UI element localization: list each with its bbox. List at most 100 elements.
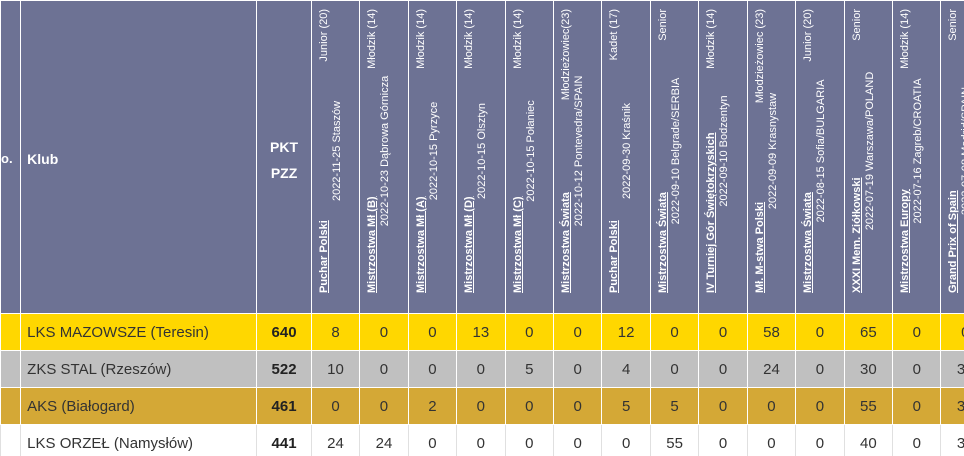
event-name-link[interactable]: Mistrzostwa Mł (A) [414, 196, 427, 293]
event-score-cell: 5 [649, 387, 700, 425]
event-score-cell: 0 [456, 387, 506, 425]
event-date-place: 2022-09-30 Kraśnik [621, 103, 634, 200]
column-header-event[interactable]: Mistrzostwa Mł (D) Młodzik (14) 2022-10-15… [456, 0, 506, 314]
event-name-link[interactable]: Mistrzostwa Świata [559, 192, 572, 293]
event-header-content: Mistrzostwa Świata Młodzieżowiec(23) 2022-… [554, 1, 602, 313]
event-score-cell: 0 [940, 313, 964, 351]
column-header-event[interactable]: Mł. M-stwa Polski Młodzieżowiec (23) 2022-… [746, 0, 797, 314]
event-header-content: Puchar Polski Junior (20) 2022-11-25 Stasz… [312, 1, 360, 313]
event-name-link[interactable]: XXXI Mem. Ziółkowski [850, 177, 863, 293]
event-date-place: 2022-07-08 Madrid/SPAIN [960, 86, 964, 216]
event-category: Junior (20) [317, 9, 330, 62]
event-category: Młodzik (14) [511, 9, 524, 69]
column-header-event[interactable]: Mistrzostwa Mł (B) Młodzik (14) 2022-10-23… [359, 0, 409, 314]
position-cell [0, 313, 22, 351]
event-date-place: 2022-10-15 Pyrzyce [427, 101, 440, 201]
event-header-content: Mistrzostwa Mł (D) Młodzik (14) 2022-10-15… [457, 1, 505, 313]
table-row[interactable]: LKS MAZOWSZE (Teresin) 640 8 0 0 13 0 0 12 0 0 58 0 6… [0, 313, 964, 351]
column-header-event[interactable]: Mistrzostwa Europy Młodzik (14) 2022-07-16… [892, 0, 942, 314]
event-score-cell: 0 [504, 424, 554, 456]
event-date-place: 2022-09-10 Belgrade/SERBIA [669, 77, 682, 225]
event-score-cell: 0 [698, 424, 748, 456]
event-score-cell: 24 [359, 424, 409, 456]
column-header-event[interactable]: IV Turniej Gór Świętokrzyskich Młodzik (1… [698, 0, 748, 314]
table-row[interactable]: LKS ORZEŁ (Namysłów) 441 24 24 0 0 0 0 0 55 0 0 0 40 0… [0, 424, 964, 456]
event-date-place: 2022-07-19 Warszawa/POLAND [863, 71, 876, 231]
event-score-cell: 0 [892, 424, 942, 456]
total-points-cell: 441 [256, 424, 312, 456]
column-header-points[interactable]: PKT PZZ [256, 0, 312, 314]
event-score-cell: 30 [843, 350, 894, 388]
event-name-link[interactable]: Mł. M-stwa Polski [753, 201, 766, 293]
event-header-content: Mistrzostwa Świata Senior 2022-09-10 Belgr… [651, 1, 699, 313]
event-score-cell: 30 [940, 350, 964, 388]
event-score-cell: 0 [456, 424, 506, 456]
event-name-link[interactable]: Mistrzostwa Świata [802, 192, 815, 293]
position-cell [0, 424, 22, 456]
column-header-position[interactable]: o. [0, 0, 22, 314]
event-score-cell: 0 [892, 313, 942, 351]
event-score-cell: 4 [601, 350, 651, 388]
event-score-cell: 0 [649, 350, 700, 388]
event-score-cell: 55 [843, 387, 894, 425]
table-row[interactable]: AKS (Białogard)4610020005500055035 [0, 387, 964, 425]
event-date-place: 2022-10-23 Dąbrowa Górnicza [379, 75, 392, 227]
table-row[interactable]: ZKS STAL (Rzeszów)522100005040024030030 [0, 350, 964, 388]
event-name-link[interactable]: Puchar Polski [608, 220, 621, 293]
event-score-cell: 10 [310, 350, 361, 388]
event-score-cell: 0 [407, 350, 458, 388]
event-name-link[interactable]: IV Turniej Gór Świętokrzyskich [705, 132, 718, 293]
event-header-content: Mistrzostwa Świata Junior (20) 2022-08-15 … [796, 1, 844, 313]
event-name-link[interactable]: Puchar Polski [317, 220, 330, 293]
event-name-link[interactable]: Mistrzostwa Świata [656, 192, 669, 293]
club-name-cell: AKS (Białogard) [20, 387, 258, 425]
column-header-event[interactable]: Mistrzostwa Mł (C) Młodzik (14) 2022-10-15… [504, 0, 554, 314]
event-name-link[interactable]: Mistrzostwa Europy [899, 189, 912, 293]
event-name-link[interactable]: Mistrzostwa Mł (C) [511, 196, 524, 293]
column-header-event[interactable]: Mistrzostwa Mł (A) Młodzik (14) 2022-10-15… [407, 0, 458, 314]
event-score-cell: 0 [359, 387, 409, 425]
event-date-place: 2022-11-25 Staszów [330, 100, 343, 202]
club-name-cell: ZKS STAL (Rzeszów) [20, 350, 258, 388]
event-score-cell: 0 [649, 313, 700, 351]
points-header-line2: PZZ [270, 165, 298, 181]
event-date-place: 2022-09-10 Bodzentyn [718, 95, 731, 207]
column-header-event[interactable]: Grand Prix of Spain Senior 2022-07-08 Madr… [940, 0, 964, 314]
event-score-cell: 0 [746, 387, 797, 425]
event-name-link[interactable]: Grand Prix of Spain [947, 190, 960, 293]
event-score-cell: 0 [310, 387, 361, 425]
event-score-cell: 0 [504, 387, 554, 425]
column-header-event[interactable]: Mistrzostwa Świata Młodzieżowiec(23) 2022-… [552, 0, 603, 314]
event-category: Junior (20) [802, 9, 815, 62]
column-header-event[interactable]: Mistrzostwa Świata Junior (20) 2022-08-15 … [795, 0, 845, 314]
event-score-cell: 0 [552, 313, 603, 351]
event-score-cell: 5 [601, 387, 651, 425]
column-header-event[interactable]: Mistrzostwa Świata Senior 2022-09-10 Belgr… [649, 0, 700, 314]
event-score-cell: 0 [795, 350, 845, 388]
event-category: Młodzik (14) [463, 9, 476, 69]
event-header-content: IV Turniej Gór Świętokrzyskich Młodzik (1… [699, 1, 747, 313]
event-name-link[interactable]: Mistrzostwa Mł (D) [463, 196, 476, 293]
event-date-place: 2022-08-15 Sofia/BULGARIA [815, 79, 828, 223]
event-score-cell: 55 [649, 424, 700, 456]
position-cell [0, 387, 22, 425]
column-header-event[interactable]: Puchar Polski Junior (20) 2022-11-25 Stasz… [310, 0, 361, 314]
total-points-cell: 461 [256, 387, 312, 425]
column-header-event[interactable]: Puchar Polski Kadet (17) 2022-09-30 Kraśni… [601, 0, 651, 314]
event-header-content: Mł. M-stwa Polski Młodzieżowiec (23) 2022-… [748, 1, 796, 313]
event-score-cell: 0 [407, 313, 458, 351]
event-name-link[interactable]: Mistrzostwa Mł (B) [366, 196, 379, 293]
event-score-cell: 0 [698, 350, 748, 388]
event-score-cell: 0 [552, 350, 603, 388]
event-score-cell: 12 [601, 313, 651, 351]
column-header-event[interactable]: XXXI Mem. Ziółkowski Senior 2022-07-19 War… [843, 0, 894, 314]
event-category: Senior [850, 9, 863, 41]
event-date-place: 2022-10-15 Połaniec [524, 100, 537, 202]
header-row: o. Klub PKT PZZ Puchar Polski Junior (20)… [0, 0, 964, 314]
column-header-club[interactable]: Klub [20, 0, 258, 314]
event-score-cell: 0 [552, 424, 603, 456]
event-score-cell: 35 [940, 387, 964, 425]
club-name-cell: LKS ORZEŁ (Namysłów) [20, 424, 258, 456]
event-score-cell: 0 [892, 387, 942, 425]
